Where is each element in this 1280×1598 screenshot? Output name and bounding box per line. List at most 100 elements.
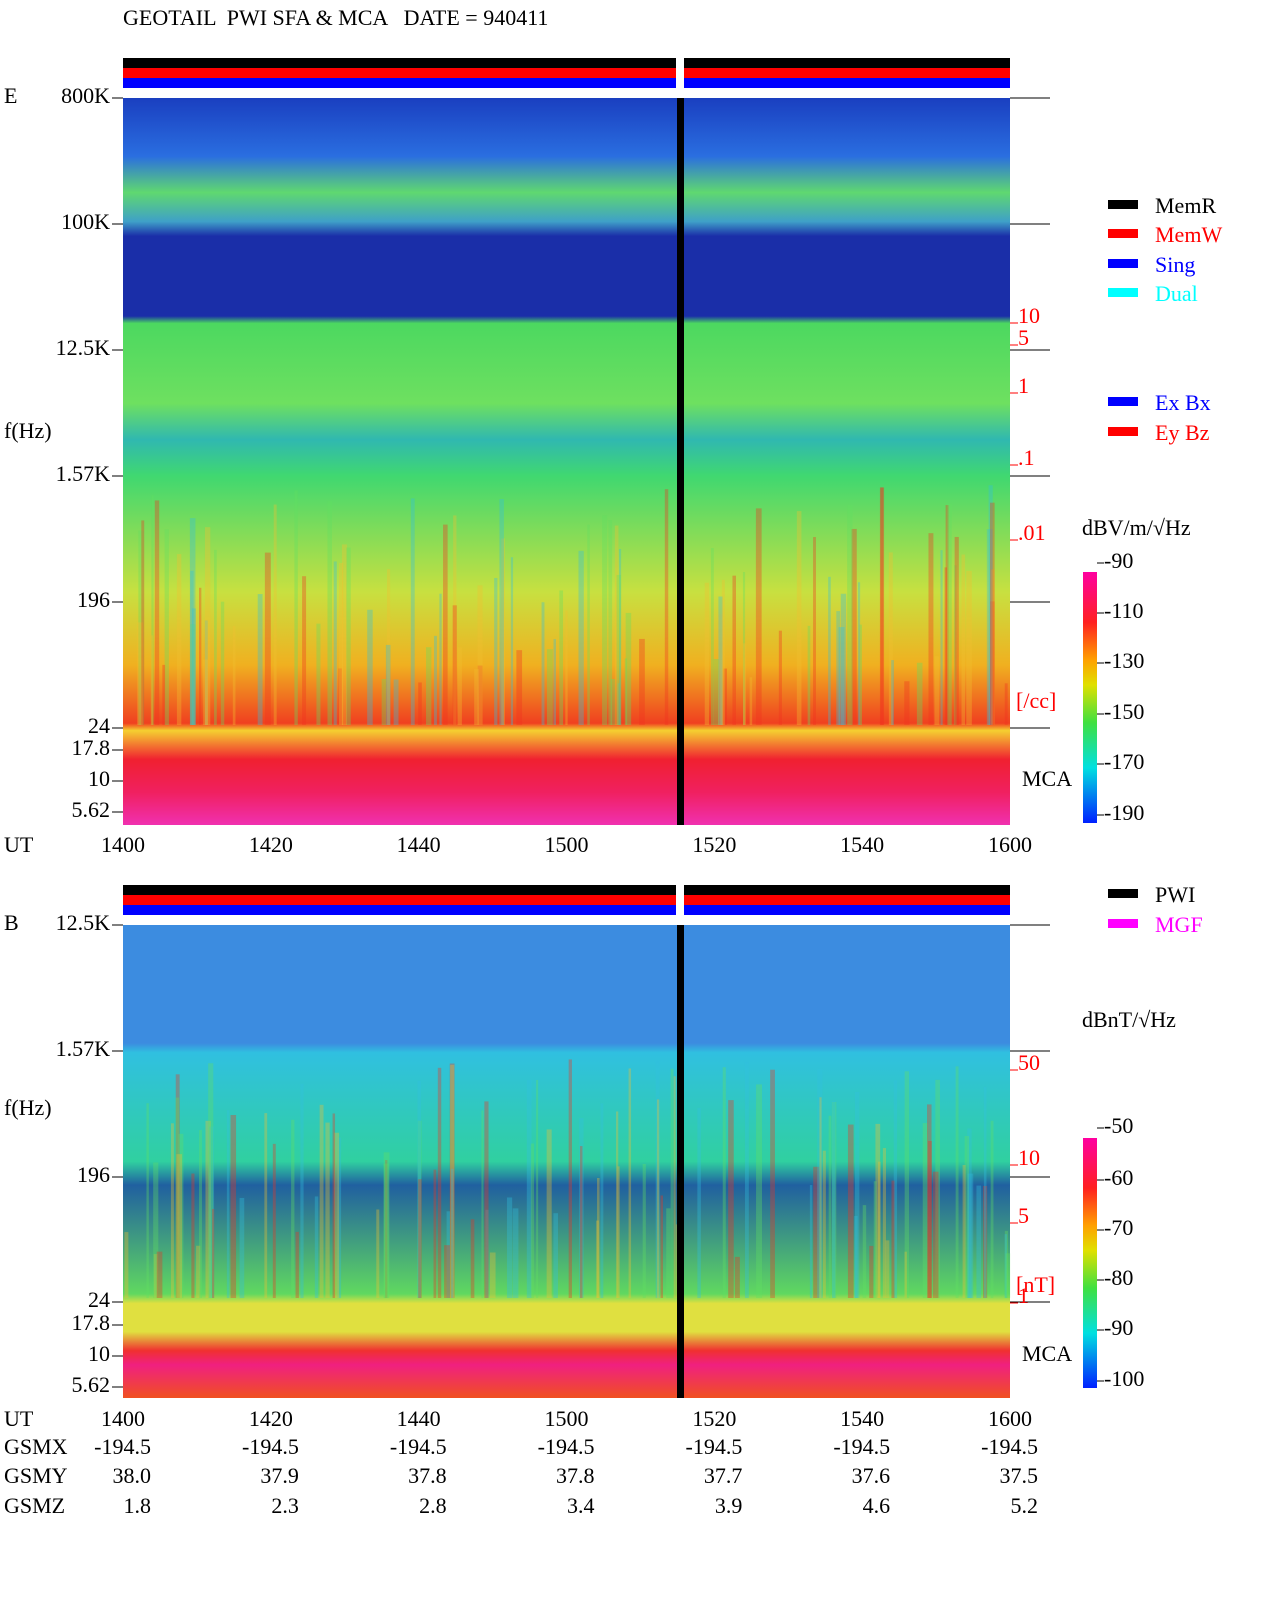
spectral-streak [527,1080,532,1298]
spectral-streak [434,1170,437,1298]
time-tick-label: 1600 [988,1406,1032,1431]
spectral-streak [848,1125,854,1298]
spectral-streak [443,525,448,725]
legend-label: PWI [1155,882,1195,907]
spectral-streak [963,1165,966,1298]
spectral-streak [494,578,497,725]
spectral-streak [176,1154,182,1298]
legend-swatch [1108,427,1138,436]
spectral-streak [165,529,169,725]
spectral-streak [661,1195,663,1298]
spectral-streak [386,645,391,725]
spectral-streak [274,505,277,725]
spectral-streak [991,1121,994,1298]
time-tick-label: 1400 [101,832,145,857]
spectral-streak [411,498,415,725]
spectral-streak [294,490,297,725]
spectral-streak [639,639,645,725]
spectral-streak [966,571,972,725]
freq-tick-label: 100K [61,209,110,234]
spectral-streak [723,1067,726,1298]
spectral-streak [531,1144,534,1298]
spectral-streak [233,626,236,725]
density-tick-label: 5 [1018,1203,1029,1228]
time-tick-label: 1420 [249,1406,293,1431]
spectral-streak [756,508,762,725]
spectral-streak [990,503,995,725]
spectral-streak [854,1216,858,1298]
density-tick-label: .01 [1018,520,1046,545]
spectral-streak [221,602,224,725]
spectral-streak [146,1103,148,1298]
mode-bar [123,885,1010,895]
spectral-streak [367,610,373,725]
orbit-value: -194.5 [94,1434,151,1459]
orbit-value: 1.8 [124,1493,152,1518]
orbit-value: 5.2 [1011,1493,1039,1518]
spectral-streak [553,1213,558,1298]
spectral-streak [394,680,399,725]
freq-tick-label: 10 [88,1341,110,1366]
spectral-streak [191,1174,194,1298]
spectral-streak [743,643,746,725]
spectral-streak [516,650,522,725]
spectral-streak [439,594,441,725]
orbit-value: 3.9 [715,1493,743,1518]
colorbar-tick-label: -130 [1104,648,1144,673]
spectral-streak [273,1144,276,1298]
spectral-streak [976,1186,981,1298]
spectral-streak [629,1068,631,1298]
freq-tick-label: 800K [61,83,110,108]
spectral-streak [265,553,271,725]
spectral-streak [559,590,563,725]
time-tick-label: 1420 [249,832,293,857]
freq-tick-label: 12.5K [56,335,111,360]
legend-swatch [1108,200,1138,209]
spectral-streak [438,1068,441,1298]
freq-tick-label: 5.62 [72,797,111,822]
spectral-streak [810,1185,812,1298]
spectral-streak [199,588,201,725]
colorbar-tick-label: -110 [1104,598,1144,623]
spectral-streak [490,1252,496,1298]
spectral-streak [596,1221,599,1298]
orbit-value: -194.5 [390,1434,447,1459]
time-tick-label: 1440 [397,832,441,857]
spectral-streak [177,554,181,725]
spectral-streak [955,537,959,725]
spectral-streak [507,1197,512,1298]
spectral-streak [547,1129,552,1298]
title: GEOTAIL PWI SFA & MCA DATE = 940411 [123,5,548,30]
spectral-streak [625,658,627,725]
colorbar-tick-label: -190 [1104,800,1144,825]
density-tick-label: 5 [1018,325,1029,350]
spectral-streak [928,533,933,725]
spectral-streak [847,505,852,725]
spectral-streak [735,1257,740,1298]
legend-label: MemW [1155,222,1222,247]
time-tick-label: 1540 [840,1406,884,1431]
spectral-streak [968,1174,974,1298]
spectral-streak [587,525,590,725]
spectral-streak [426,647,431,725]
spectral-streak [823,1151,826,1298]
spectral-streak [750,677,753,725]
colorbar-tick-label: -60 [1104,1165,1133,1190]
spectral-streak [162,665,165,725]
spectral-streak [296,1232,299,1298]
freq-tick-label: 17.8 [72,1310,111,1335]
freq-tick-label: 10 [88,766,110,791]
mode-gap [676,885,684,915]
density-tick-label: 10 [1018,1145,1040,1170]
spectral-streak [891,1181,894,1298]
mode-bar [123,78,1010,88]
spectral-streak [863,1205,866,1298]
spectral-streak [302,576,306,725]
spectral-streak [240,1198,245,1298]
freq-tick-label: 196 [77,587,110,612]
colorbar-tick-label: -100 [1104,1366,1144,1391]
spectral-streak [474,669,479,725]
orbit-label: GSMX [4,1434,68,1459]
spectral-streak [886,1240,890,1298]
legend-label: MGF [1155,912,1203,937]
